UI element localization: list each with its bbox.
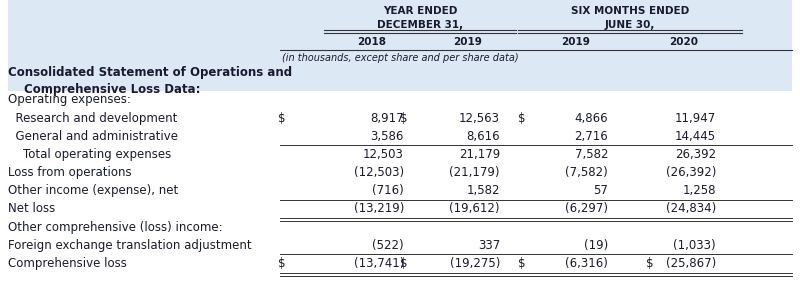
Text: 57: 57 [593, 184, 608, 197]
Text: $: $ [646, 257, 654, 270]
Text: 11,947: 11,947 [674, 112, 716, 124]
Text: 12,563: 12,563 [459, 112, 500, 124]
Bar [8, 66, 792, 91]
Text: Operating expenses:: Operating expenses: [8, 94, 131, 106]
Text: 8,616: 8,616 [466, 130, 500, 143]
Bar [8, 145, 792, 164]
Text: 2019: 2019 [454, 37, 482, 47]
Text: Total operating expenses: Total operating expenses [8, 148, 171, 161]
Bar [8, 254, 792, 273]
Text: Loss from operations: Loss from operations [8, 166, 132, 179]
Bar [8, 91, 792, 109]
Text: $: $ [518, 257, 526, 270]
Text: Other comprehensive (loss) income:: Other comprehensive (loss) income: [8, 221, 222, 234]
Text: 8,917: 8,917 [370, 112, 404, 124]
Text: 7,582: 7,582 [574, 148, 608, 161]
Text: (24,834): (24,834) [666, 203, 716, 216]
Text: YEAR ENDED
DECEMBER 31,: YEAR ENDED DECEMBER 31, [377, 6, 463, 30]
Text: Comprehensive Loss Data:: Comprehensive Loss Data: [24, 83, 201, 96]
Text: (716): (716) [372, 184, 404, 197]
Text: Comprehensive loss: Comprehensive loss [8, 257, 127, 270]
Text: $: $ [278, 112, 286, 124]
Text: (19): (19) [584, 239, 608, 252]
Text: 2019: 2019 [562, 37, 590, 47]
Text: (12,503): (12,503) [354, 166, 404, 179]
Text: 2,716: 2,716 [574, 130, 608, 143]
Text: (19,612): (19,612) [450, 203, 500, 216]
Text: (6,297): (6,297) [565, 203, 608, 216]
Text: (522): (522) [372, 239, 404, 252]
Text: 3,586: 3,586 [370, 130, 404, 143]
Bar [8, 51, 792, 66]
Bar [8, 218, 792, 236]
Text: (1,033): (1,033) [674, 239, 716, 252]
Text: 1,258: 1,258 [682, 184, 716, 197]
Text: 1,582: 1,582 [466, 184, 500, 197]
Text: (6,316): (6,316) [565, 257, 608, 270]
Text: 2020: 2020 [670, 37, 698, 47]
Text: 21,179: 21,179 [458, 148, 500, 161]
Text: $: $ [400, 257, 407, 270]
Text: Research and development: Research and development [8, 112, 178, 124]
Text: (25,867): (25,867) [666, 257, 716, 270]
Text: SIX MONTHS ENDED
JUNE 30,: SIX MONTHS ENDED JUNE 30, [571, 6, 689, 30]
Text: (19,275): (19,275) [450, 257, 500, 270]
Text: (21,179): (21,179) [450, 166, 500, 179]
Bar [8, 127, 792, 145]
Bar [8, 200, 792, 218]
Bar [8, 109, 792, 127]
Text: 14,445: 14,445 [675, 130, 716, 143]
Text: (7,582): (7,582) [566, 166, 608, 179]
Text: 337: 337 [478, 239, 500, 252]
Bar [8, 182, 792, 200]
Text: 2018: 2018 [358, 37, 386, 47]
Text: Consolidated Statement of Operations and: Consolidated Statement of Operations and [8, 66, 292, 79]
Text: $: $ [518, 112, 526, 124]
Text: 12,503: 12,503 [363, 148, 404, 161]
Text: (26,392): (26,392) [666, 166, 716, 179]
Text: (in thousands, except share and per share data): (in thousands, except share and per shar… [282, 53, 518, 63]
Text: 4,866: 4,866 [574, 112, 608, 124]
Text: General and administrative: General and administrative [8, 130, 178, 143]
Text: (13,219): (13,219) [354, 203, 404, 216]
Bar [8, 164, 792, 182]
Text: (13,741): (13,741) [354, 257, 404, 270]
Bar [8, 0, 792, 33]
Text: Other income (expense), net: Other income (expense), net [8, 184, 178, 197]
Bar [8, 33, 792, 51]
Text: $: $ [400, 112, 407, 124]
Text: Net loss: Net loss [8, 203, 55, 216]
Bar [8, 236, 792, 254]
Text: 26,392: 26,392 [675, 148, 716, 161]
Text: $: $ [278, 257, 286, 270]
Text: Foreign exchange translation adjustment: Foreign exchange translation adjustment [8, 239, 252, 252]
